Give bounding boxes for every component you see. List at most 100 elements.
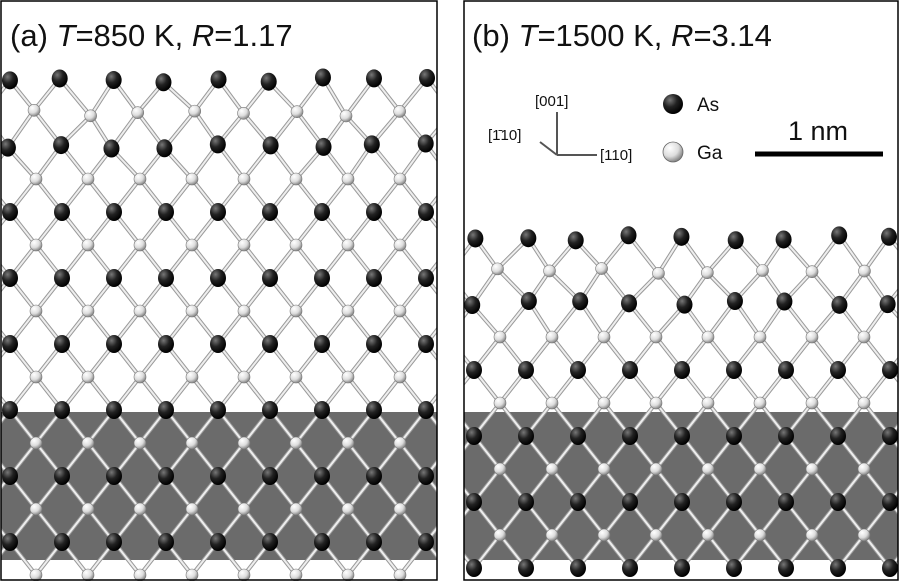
ga-atom bbox=[186, 503, 198, 515]
as-atom bbox=[262, 203, 278, 221]
as-atom bbox=[210, 401, 226, 419]
as-atom bbox=[315, 68, 331, 86]
symbol: R bbox=[671, 18, 693, 53]
panel-title: (a) T=850 K, R=1.17 bbox=[10, 18, 293, 53]
as-atom bbox=[830, 361, 846, 379]
as-atom bbox=[211, 70, 227, 88]
ga-atom bbox=[546, 529, 558, 541]
as-atom bbox=[106, 203, 122, 221]
ga-atom bbox=[134, 503, 146, 515]
as-atom bbox=[106, 533, 122, 551]
ga-atom bbox=[446, 503, 458, 515]
panel-a bbox=[0, 68, 458, 581]
as-atom bbox=[831, 226, 847, 244]
as-atom bbox=[106, 71, 122, 89]
as-atom bbox=[466, 559, 482, 577]
ga-atom bbox=[186, 437, 198, 449]
legend: As Ga bbox=[663, 94, 723, 164]
ga-atom bbox=[238, 437, 250, 449]
as-atom bbox=[314, 335, 330, 353]
axes-indicator: [001] [1̄10] [110] bbox=[488, 93, 632, 164]
ga-atom bbox=[238, 569, 250, 581]
as-atom bbox=[882, 427, 898, 445]
as-atom bbox=[622, 361, 638, 379]
ga-atom bbox=[82, 437, 94, 449]
as-atom bbox=[726, 493, 742, 511]
ga-atom bbox=[494, 463, 506, 475]
ga-atom bbox=[701, 267, 713, 279]
as-atom bbox=[262, 467, 278, 485]
as-atom bbox=[622, 427, 638, 445]
ga-atom bbox=[446, 371, 458, 383]
ga-atom bbox=[546, 397, 558, 409]
as-atom bbox=[419, 69, 435, 87]
as-atom bbox=[778, 361, 794, 379]
as-atom bbox=[158, 335, 174, 353]
as-atom bbox=[570, 493, 586, 511]
ga-atom bbox=[494, 331, 506, 343]
as-atom bbox=[314, 269, 330, 287]
ga-atom bbox=[446, 569, 458, 581]
ga-atom bbox=[598, 397, 610, 409]
as-atom bbox=[366, 335, 382, 353]
ga-atom bbox=[806, 397, 818, 409]
as-atom bbox=[2, 269, 18, 287]
as-atom bbox=[570, 559, 586, 577]
as-atom bbox=[674, 361, 690, 379]
as-atom bbox=[568, 231, 584, 249]
as-atom bbox=[314, 533, 330, 551]
as-atom bbox=[366, 203, 382, 221]
ga-atom bbox=[290, 503, 302, 515]
as-atom bbox=[364, 135, 380, 153]
ga-atom bbox=[446, 239, 458, 251]
as-atom bbox=[466, 361, 482, 379]
ga-atom bbox=[596, 263, 608, 275]
ga-atom bbox=[134, 569, 146, 581]
ga-atom bbox=[394, 371, 406, 383]
ga-atom bbox=[82, 569, 94, 581]
as-atom bbox=[2, 401, 18, 419]
ga-atom bbox=[342, 569, 354, 581]
ga-atom bbox=[30, 239, 42, 251]
as-atom bbox=[316, 138, 332, 156]
ga-atom bbox=[238, 503, 250, 515]
ga-atom bbox=[82, 173, 94, 185]
as-atom bbox=[830, 559, 846, 577]
ga-atom bbox=[806, 529, 818, 541]
panel-title: (b) T=1500 K, R=3.14 bbox=[472, 18, 772, 53]
ga-atom bbox=[858, 331, 870, 343]
ga-atom bbox=[394, 105, 406, 117]
ga-atom bbox=[446, 173, 458, 185]
ga-atom bbox=[858, 265, 870, 277]
as-atom bbox=[518, 559, 534, 577]
ga-atom bbox=[290, 239, 302, 251]
ga-atom bbox=[446, 106, 458, 118]
ga-atom bbox=[132, 107, 144, 119]
ga-atom bbox=[494, 529, 506, 541]
panel-label: (b) bbox=[472, 18, 510, 53]
ga-atom bbox=[598, 529, 610, 541]
figure: (a) T=850 K, R=1.17 (b) T=1500 K, R=3.14… bbox=[0, 0, 899, 581]
as-atom bbox=[677, 296, 693, 314]
as-atom bbox=[570, 361, 586, 379]
as-atom bbox=[54, 467, 70, 485]
as-atom bbox=[622, 559, 638, 577]
as-atom bbox=[2, 467, 18, 485]
axis-label: [001] bbox=[535, 93, 568, 110]
ga-atom bbox=[134, 437, 146, 449]
as-atom bbox=[572, 292, 588, 310]
ga-atom bbox=[546, 331, 558, 343]
ga-atom bbox=[650, 331, 662, 343]
as-atom bbox=[674, 493, 690, 511]
as-atom bbox=[314, 401, 330, 419]
as-atom bbox=[158, 401, 174, 419]
ga-atom bbox=[238, 305, 250, 317]
legend-swatch bbox=[663, 94, 683, 114]
ga-atom bbox=[446, 437, 458, 449]
as-atom bbox=[54, 401, 70, 419]
as-atom bbox=[518, 427, 534, 445]
ga-atom bbox=[134, 305, 146, 317]
as-atom bbox=[155, 73, 171, 91]
as-atom bbox=[366, 401, 382, 419]
ga-atom bbox=[858, 463, 870, 475]
